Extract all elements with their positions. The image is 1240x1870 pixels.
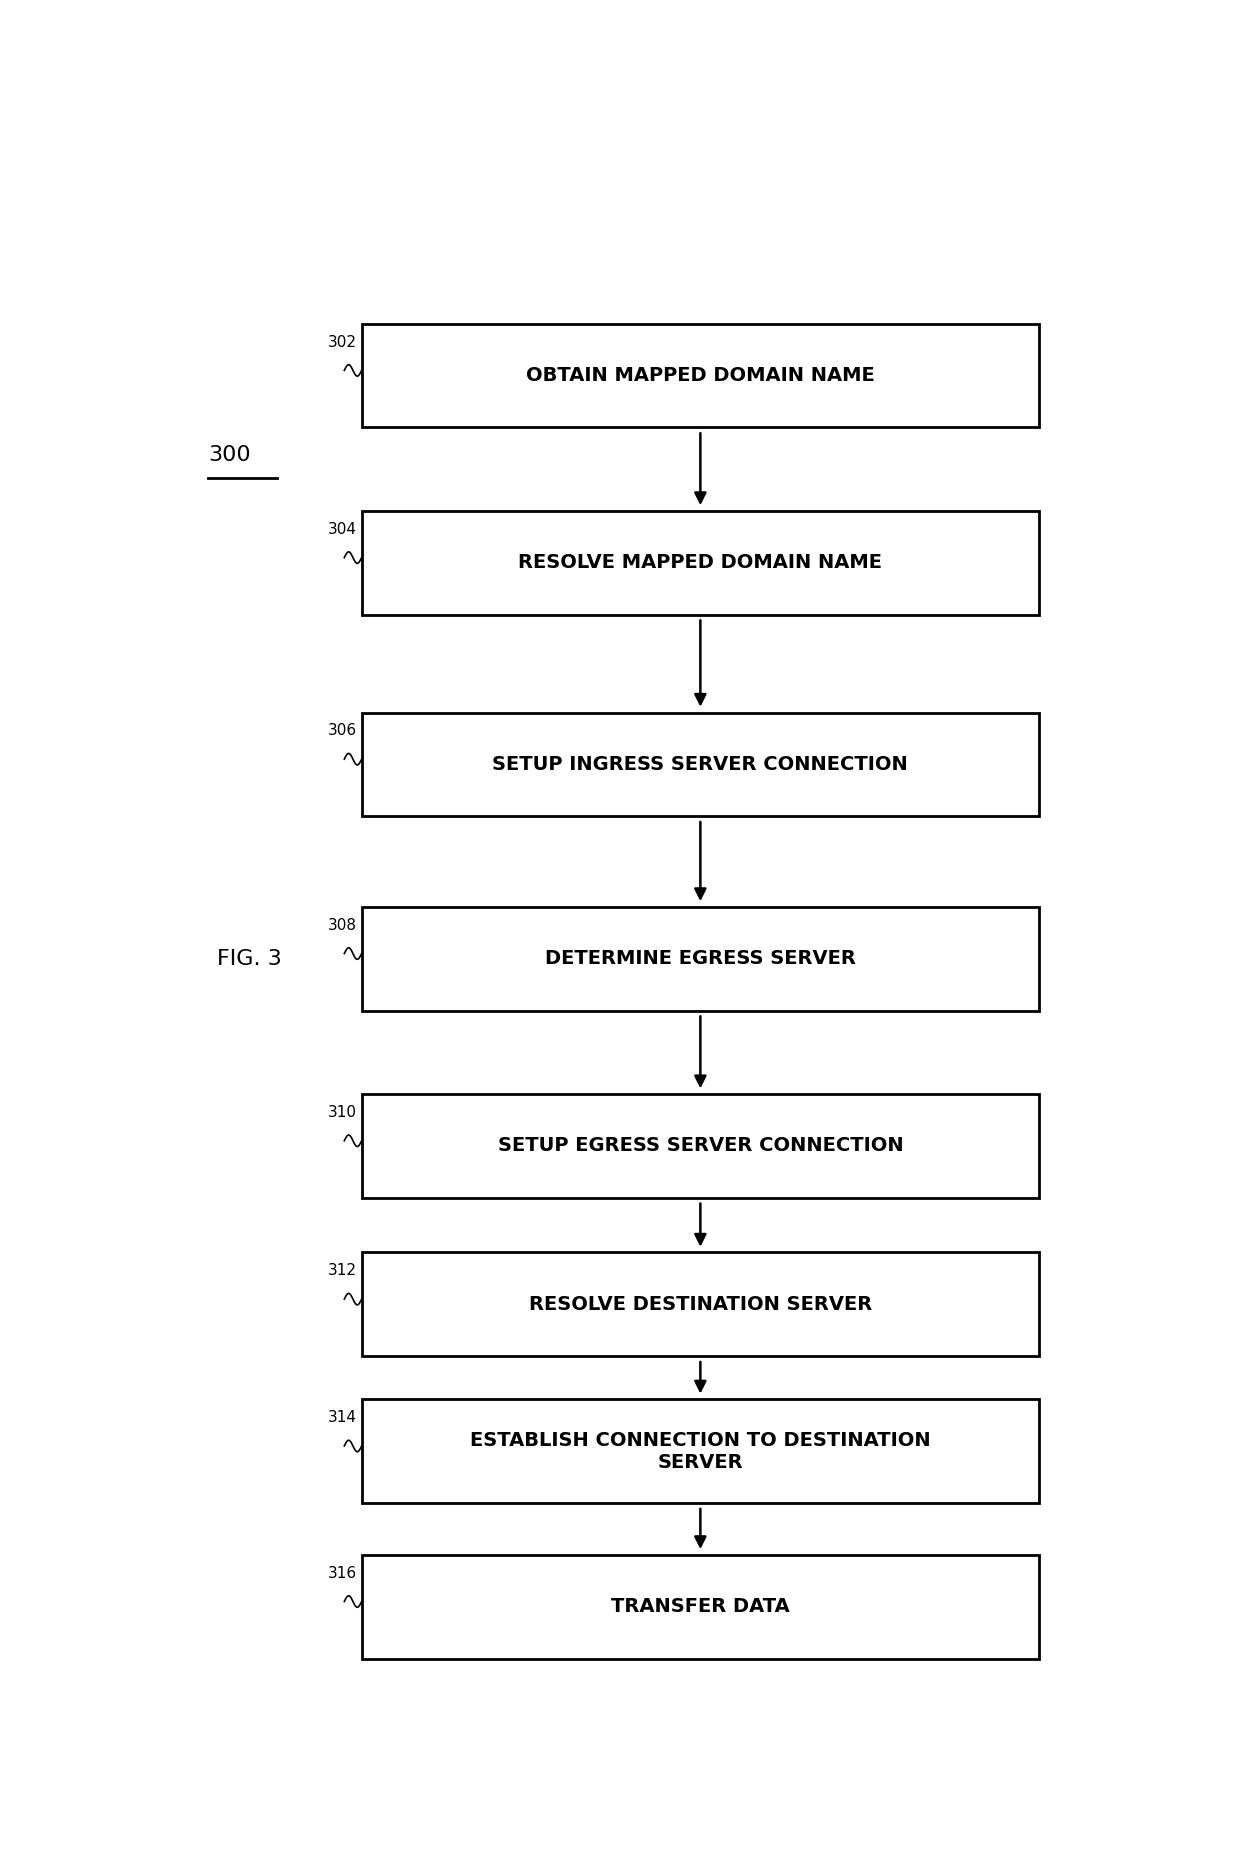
Text: RESOLVE MAPPED DOMAIN NAME: RESOLVE MAPPED DOMAIN NAME xyxy=(518,554,883,572)
Bar xyxy=(362,1253,1039,1356)
Text: 306: 306 xyxy=(327,724,357,739)
Bar xyxy=(362,324,1039,428)
Text: SETUP EGRESS SERVER CONNECTION: SETUP EGRESS SERVER CONNECTION xyxy=(497,1137,903,1156)
Text: 314: 314 xyxy=(327,1410,357,1425)
Text: SETUP INGRESS SERVER CONNECTION: SETUP INGRESS SERVER CONNECTION xyxy=(492,755,908,774)
Text: ESTABLISH CONNECTION TO DESTINATION
SERVER: ESTABLISH CONNECTION TO DESTINATION SERV… xyxy=(470,1431,931,1472)
Text: DETERMINE EGRESS SERVER: DETERMINE EGRESS SERVER xyxy=(544,950,856,969)
Bar xyxy=(362,1094,1039,1199)
Text: 312: 312 xyxy=(327,1264,357,1279)
Text: RESOLVE DESTINATION SERVER: RESOLVE DESTINATION SERVER xyxy=(528,1294,872,1315)
Bar xyxy=(362,1399,1039,1503)
Bar xyxy=(362,511,1039,615)
Text: TRANSFER DATA: TRANSFER DATA xyxy=(611,1597,790,1616)
Text: 310: 310 xyxy=(327,1105,357,1120)
Text: OBTAIN MAPPED DOMAIN NAME: OBTAIN MAPPED DOMAIN NAME xyxy=(526,367,874,385)
Text: 302: 302 xyxy=(327,335,357,350)
Bar xyxy=(362,1554,1039,1659)
Text: 308: 308 xyxy=(327,918,357,933)
Bar xyxy=(362,907,1039,1010)
Bar xyxy=(362,712,1039,815)
Text: 304: 304 xyxy=(327,522,357,537)
Text: 300: 300 xyxy=(208,445,250,466)
Text: 316: 316 xyxy=(327,1565,357,1580)
Text: FIG. 3: FIG. 3 xyxy=(217,948,283,969)
